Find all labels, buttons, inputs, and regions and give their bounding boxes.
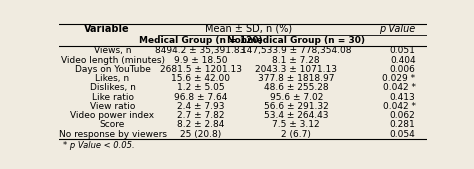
Text: 0.404: 0.404: [390, 56, 416, 65]
Text: 2043.3 ± 1071.13: 2043.3 ± 1071.13: [255, 65, 337, 74]
Text: 9.9 ± 18.50: 9.9 ± 18.50: [174, 56, 228, 65]
Text: 25 (20.8): 25 (20.8): [180, 130, 221, 139]
Text: 95.6 ± 7.02: 95.6 ± 7.02: [270, 93, 323, 102]
Text: p Value: p Value: [379, 24, 416, 34]
Text: 8.1 ± 7.28: 8.1 ± 7.28: [273, 56, 320, 65]
Text: Like ratio: Like ratio: [91, 93, 134, 102]
Text: 0.051: 0.051: [390, 46, 416, 55]
Text: 2681.5 ± 1201.13: 2681.5 ± 1201.13: [160, 65, 242, 74]
Text: 147,533.9 ± 778,354.08: 147,533.9 ± 778,354.08: [241, 46, 351, 55]
Text: 7.5 ± 3.12: 7.5 ± 3.12: [273, 120, 320, 129]
Text: Dislikes, n: Dislikes, n: [90, 83, 136, 92]
Text: Mean ± SD, n (%): Mean ± SD, n (%): [205, 24, 292, 34]
Text: 96.8 ± 7.64: 96.8 ± 7.64: [174, 93, 228, 102]
Text: * p Value < 0.05.: * p Value < 0.05.: [63, 141, 135, 150]
Text: Medical Group (n = 120): Medical Group (n = 120): [139, 36, 263, 45]
Text: Score: Score: [100, 120, 125, 129]
Text: 0.062: 0.062: [390, 111, 416, 120]
Text: 0.006: 0.006: [390, 65, 416, 74]
Text: 56.6 ± 291.32: 56.6 ± 291.32: [264, 102, 328, 111]
Text: Likes, n: Likes, n: [95, 74, 129, 83]
Text: 377.8 ± 1818.97: 377.8 ± 1818.97: [258, 74, 335, 83]
Text: 8.2 ± 2.84: 8.2 ± 2.84: [177, 120, 224, 129]
Text: 0.054: 0.054: [390, 130, 416, 139]
Text: 2.4 ± 7.93: 2.4 ± 7.93: [177, 102, 224, 111]
Text: Views, n: Views, n: [94, 46, 131, 55]
Text: 2 (6.7): 2 (6.7): [281, 130, 311, 139]
Text: 48.6 ± 255.28: 48.6 ± 255.28: [264, 83, 328, 92]
Text: Video length (minutes): Video length (minutes): [61, 56, 164, 65]
Text: Video power index: Video power index: [71, 111, 155, 120]
Text: Days on YouTube: Days on YouTube: [74, 65, 150, 74]
Text: 0.042 *: 0.042 *: [383, 102, 416, 111]
Text: 53.4 ± 264.43: 53.4 ± 264.43: [264, 111, 328, 120]
Text: 0.029 *: 0.029 *: [383, 74, 416, 83]
Text: 0.281: 0.281: [390, 120, 416, 129]
Text: 15.6 ± 42.00: 15.6 ± 42.00: [171, 74, 230, 83]
Text: 1.2 ± 5.05: 1.2 ± 5.05: [177, 83, 225, 92]
Text: 0.042 *: 0.042 *: [383, 83, 416, 92]
Text: Variable: Variable: [84, 24, 130, 34]
Text: 8494.2 ± 35,391.83: 8494.2 ± 35,391.83: [155, 46, 246, 55]
Text: 2.7 ± 7.82: 2.7 ± 7.82: [177, 111, 224, 120]
Text: View ratio: View ratio: [90, 102, 135, 111]
Text: Nonmedical Group (n = 30): Nonmedical Group (n = 30): [227, 36, 365, 45]
Text: 0.413: 0.413: [390, 93, 416, 102]
Text: No response by viewers: No response by viewers: [58, 130, 166, 139]
